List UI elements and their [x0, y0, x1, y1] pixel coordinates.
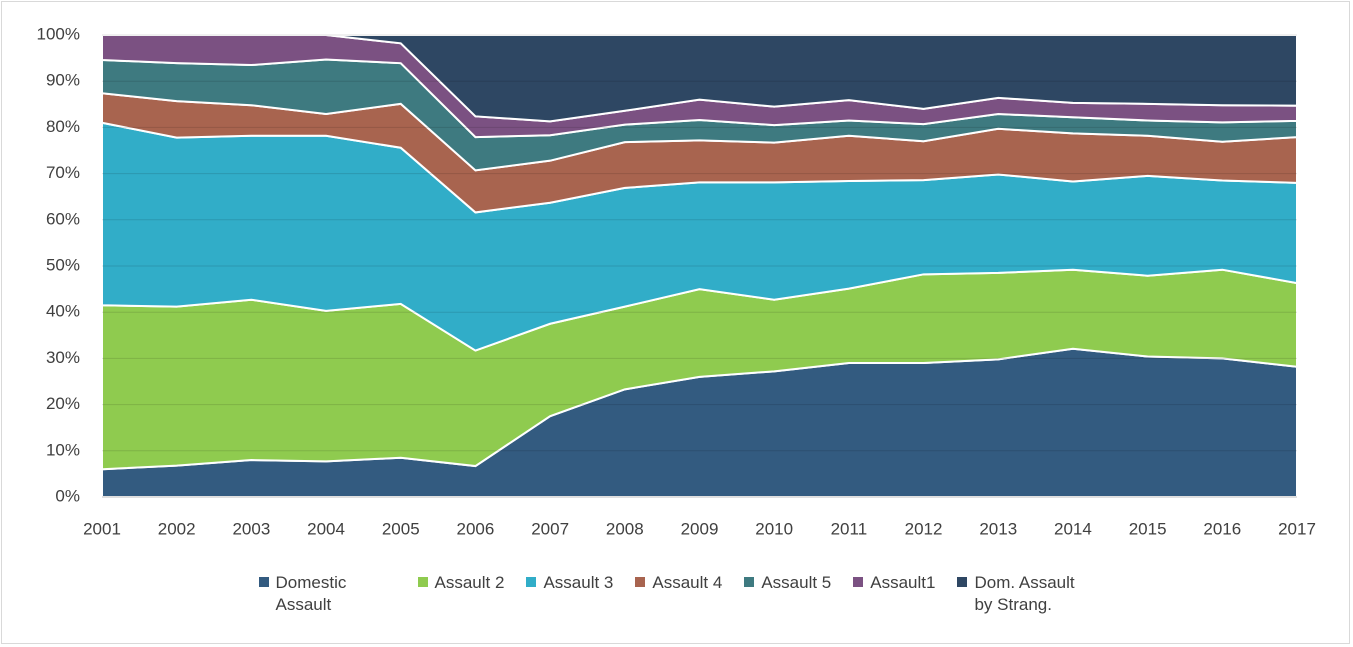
- y-tick-label: 0%: [55, 486, 80, 505]
- legend-item: Assault1: [853, 572, 935, 616]
- y-tick-label: 70%: [46, 163, 80, 182]
- legend-label: Domestic Assault: [275, 573, 347, 614]
- y-tick-label: 30%: [46, 348, 80, 367]
- x-tick-label: 2014: [1054, 519, 1092, 538]
- legend-swatch: [853, 577, 864, 587]
- x-tick-label: 2009: [681, 519, 719, 538]
- x-tick-label: 2006: [457, 519, 495, 538]
- legend-item: Assault 4: [635, 572, 722, 616]
- y-tick-label: 40%: [46, 302, 80, 321]
- legend-item: Domestic Assault: [258, 572, 396, 616]
- x-tick-label: 2015: [1129, 519, 1167, 538]
- legend-swatch: [417, 577, 428, 587]
- legend-item: Assault 2: [417, 572, 505, 616]
- x-tick-label: 2012: [905, 519, 943, 538]
- legend-label: Assault1: [870, 573, 936, 592]
- legend-swatch: [258, 577, 269, 587]
- y-tick-label: 20%: [46, 394, 80, 413]
- legend-swatch: [526, 577, 537, 587]
- x-tick-label: 2013: [979, 519, 1017, 538]
- x-tick-label: 2004: [307, 519, 345, 538]
- legend-item: Assault 5: [744, 572, 831, 616]
- legend-label: Assault 4: [652, 573, 723, 592]
- legend-label: Assault 3: [543, 573, 614, 592]
- x-tick-label: 2011: [831, 519, 868, 538]
- y-tick-label: 90%: [46, 71, 80, 90]
- x-tick-label: 2002: [158, 519, 196, 538]
- x-tick-label: 2008: [606, 519, 644, 538]
- x-tick-label: 2005: [382, 519, 420, 538]
- legend-item: Dom. Assault by Strang.: [957, 572, 1094, 616]
- y-tick-label: 80%: [46, 117, 80, 136]
- legend-item: Assault 3: [526, 572, 613, 616]
- legend-label: Assault 5: [761, 573, 832, 592]
- x-tick-label: 2017: [1278, 519, 1316, 538]
- x-tick-label: 2007: [531, 519, 569, 538]
- y-tick-label: 10%: [46, 440, 80, 459]
- y-tick-label: 100%: [37, 24, 80, 43]
- x-tick-label: 2003: [232, 519, 270, 538]
- legend: Domestic Assault Assault 2 Assault 3 Assaul…: [0, 572, 1353, 616]
- legend-label: Assault 2: [434, 573, 505, 592]
- y-tick-label: 50%: [46, 255, 80, 274]
- x-tick-label: 2001: [83, 519, 121, 538]
- legend-swatch: [957, 577, 968, 587]
- x-tick-label: 2010: [755, 519, 793, 538]
- legend-swatch: [744, 577, 755, 587]
- area: [102, 34, 1298, 123]
- x-tick-label: 2016: [1203, 519, 1241, 538]
- y-tick-label: 60%: [46, 209, 80, 228]
- legend-swatch: [635, 577, 646, 587]
- legend-label: Dom. Assault by Strang.: [974, 573, 1075, 614]
